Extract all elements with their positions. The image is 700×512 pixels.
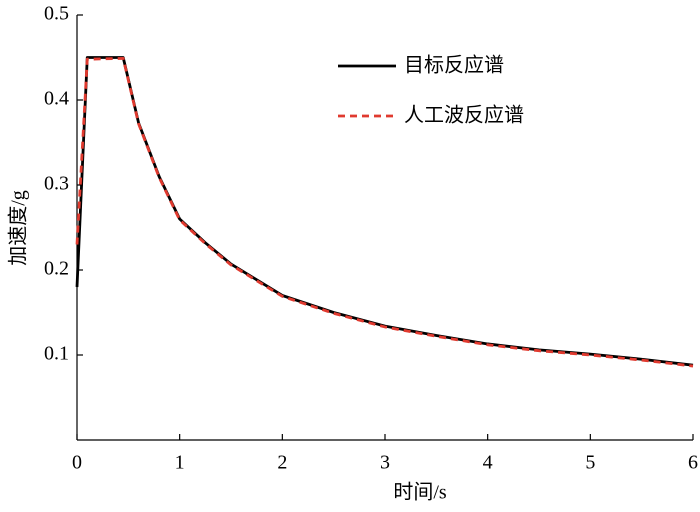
x-tick-label: 6 bbox=[688, 452, 698, 474]
legend-label: 目标反应谱 bbox=[404, 53, 504, 77]
y-tick-label: 0.1 bbox=[44, 343, 69, 365]
x-tick-label: 1 bbox=[175, 452, 185, 474]
x-tick-label: 3 bbox=[380, 452, 390, 474]
y-tick-label: 0.2 bbox=[44, 258, 69, 280]
y-tick-label: 0.5 bbox=[44, 3, 69, 25]
x-axis-label: 时间/s bbox=[393, 481, 447, 504]
series-line bbox=[75, 56, 694, 367]
x-tick-label: 5 bbox=[585, 452, 595, 474]
y-tick-label: 0.3 bbox=[44, 173, 69, 195]
y-tick-label: 0.4 bbox=[44, 88, 69, 110]
x-tick-label: 2 bbox=[277, 452, 287, 474]
x-tick-label: 0 bbox=[72, 452, 82, 474]
x-tick-label: 4 bbox=[483, 452, 493, 474]
legend-label: 人工波反应谱 bbox=[404, 103, 524, 127]
y-axis-label: 加速度/g bbox=[7, 190, 30, 266]
series-line bbox=[75, 56, 694, 368]
